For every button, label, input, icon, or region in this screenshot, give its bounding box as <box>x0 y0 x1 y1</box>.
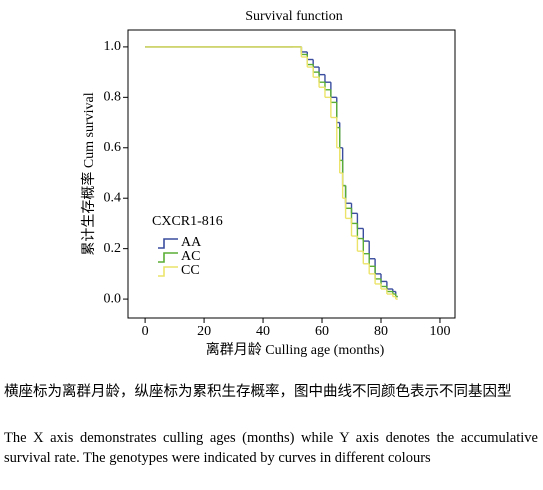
x-tick-label: 40 <box>256 324 270 339</box>
x-tick-label: 80 <box>374 324 388 339</box>
legend-swatch <box>158 252 178 263</box>
x-tick-label: 20 <box>197 324 211 339</box>
legend-label: AC <box>181 249 200 264</box>
legend-label: CC <box>181 263 200 278</box>
y-tick-label: 0.8 <box>104 90 122 105</box>
y-tick-label: 0.2 <box>104 241 122 256</box>
caption-chinese: 横座标为离群月龄，纵座标为累积生存概率，图中曲线不同颜色表示不同基因型 <box>4 384 512 400</box>
x-axis-label: 离群月龄 Culling age (months) <box>206 341 385 358</box>
x-tick-label: 0 <box>142 324 149 339</box>
caption-english: The X axis demonstrates culling ages (mo… <box>4 430 538 466</box>
y-tick-label: 0.4 <box>104 190 122 205</box>
chart: Survival function 离群月龄 Culling age (mont… <box>80 9 456 358</box>
plot-frame <box>127 29 456 319</box>
x-tick-label: 100 <box>429 324 450 339</box>
legend-swatch <box>158 238 178 249</box>
legend-title: CXCR1-816 <box>152 214 223 229</box>
legend-label: AA <box>181 235 202 250</box>
legend-swatch <box>158 266 178 277</box>
y-tick-label: 0.6 <box>104 140 122 155</box>
x-tick-label: 60 <box>315 324 329 339</box>
y-tick-label: 0.0 <box>104 291 122 306</box>
y-tick-label: 1.0 <box>104 39 122 54</box>
chart-title: Survival function <box>245 9 343 24</box>
y-axis-label: 累计生存概率 Cum survival <box>80 92 97 255</box>
